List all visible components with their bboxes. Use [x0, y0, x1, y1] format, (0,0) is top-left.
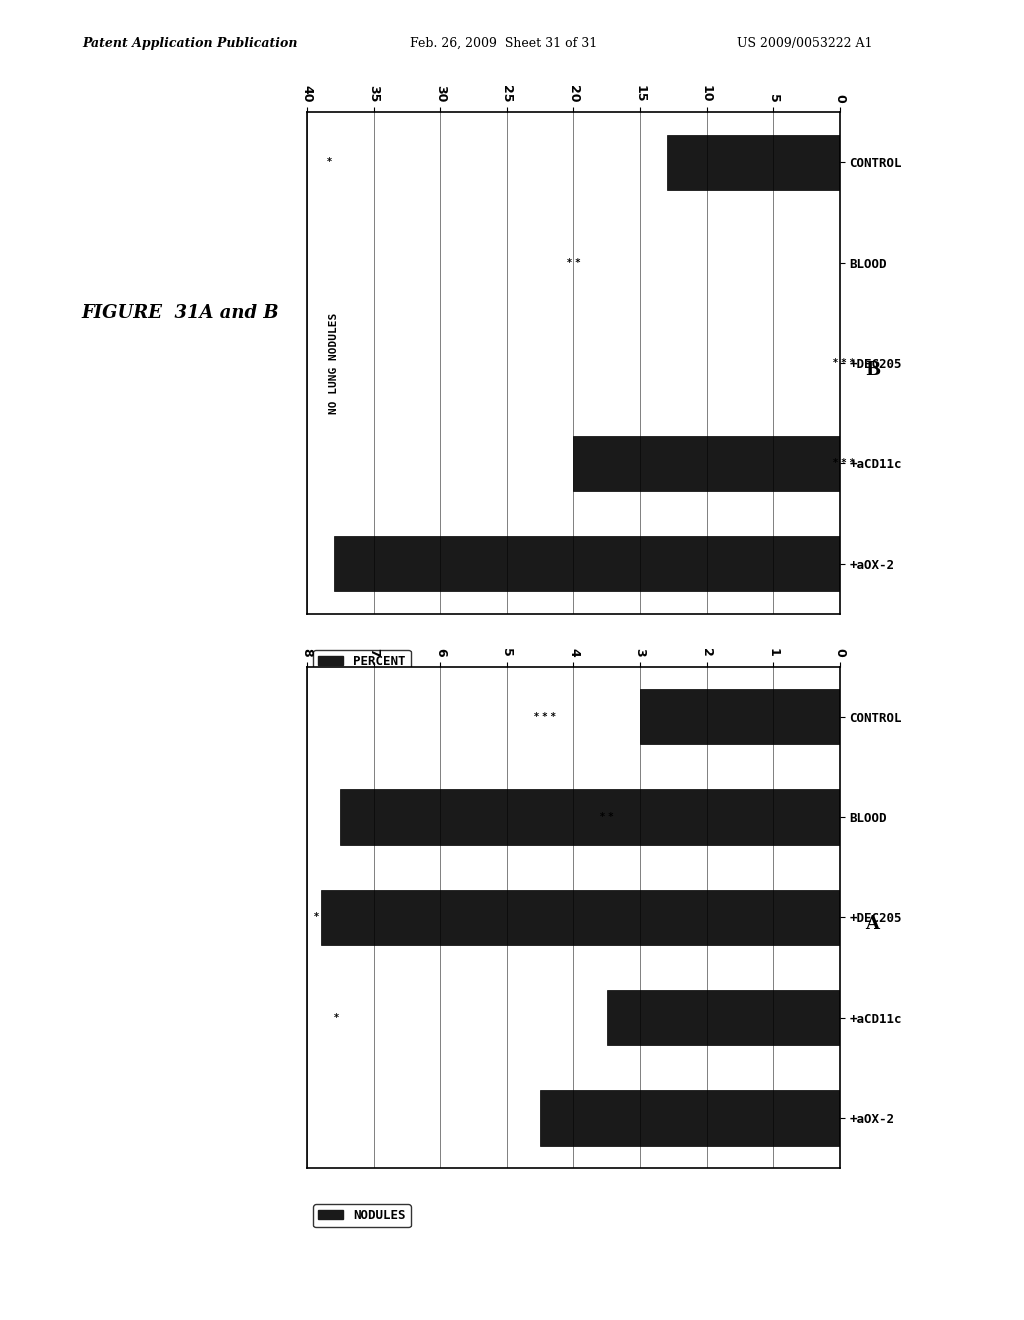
Text: Patent Application Publication: Patent Application Publication [82, 37, 297, 50]
Bar [606, 990, 840, 1045]
Legend: NODULES: NODULES [313, 1204, 411, 1228]
Text: * * *: * * * [534, 711, 555, 722]
Bar [321, 890, 840, 945]
Bar [573, 436, 840, 491]
Text: * * *: * * * [834, 458, 855, 469]
Bar [334, 536, 840, 591]
Bar [640, 689, 840, 744]
Text: FIGURE  31A and B: FIGURE 31A and B [82, 304, 280, 322]
Text: *: * [314, 912, 318, 923]
Text: A: A [865, 915, 880, 933]
Text: *: * [328, 157, 332, 168]
Text: US 2009/0053222 A1: US 2009/0053222 A1 [737, 37, 872, 50]
Text: * *: * * [567, 257, 581, 268]
Bar [340, 789, 840, 845]
Text: Feb. 26, 2009  Sheet 31 of 31: Feb. 26, 2009 Sheet 31 of 31 [410, 37, 597, 50]
Text: *: * [334, 1012, 339, 1023]
Text: B: B [865, 360, 881, 379]
Text: * *: * * [600, 812, 613, 822]
Legend: PERCENT: PERCENT [313, 649, 411, 673]
Bar [667, 135, 840, 190]
Bar [541, 1090, 840, 1146]
Text: * * *: * * * [834, 358, 855, 368]
Text: NO LUNG NODULES: NO LUNG NODULES [329, 313, 339, 413]
